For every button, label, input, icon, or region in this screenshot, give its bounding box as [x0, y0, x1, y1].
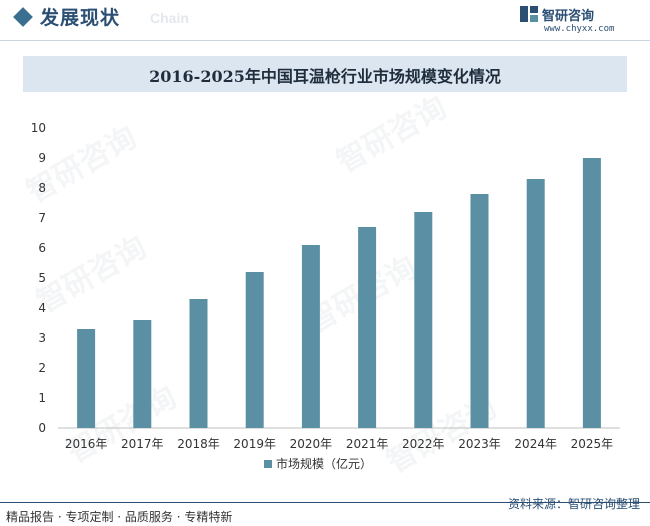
x-tick-label: 2025年 — [571, 437, 614, 451]
legend-label: 市场规模（亿元） — [276, 456, 372, 471]
bar — [77, 329, 96, 428]
x-tick-label: 2019年 — [233, 437, 276, 451]
bar — [470, 194, 489, 428]
x-tick-label: 2017年 — [121, 437, 164, 451]
x-tick-label: 2018年 — [177, 437, 220, 451]
brand-name: 智研咨询 — [542, 9, 595, 24]
section-title: 发展现状 — [40, 7, 121, 29]
y-tick-label: 8 — [38, 181, 46, 195]
y-tick-label: 4 — [38, 301, 46, 315]
bar — [245, 272, 264, 428]
y-tick-label: 5 — [38, 271, 46, 285]
y-tick-label: 0 — [38, 421, 46, 435]
x-tick-label: 2022年 — [402, 437, 445, 451]
chart-title: 2016-2025年中国耳温枪行业市场规模变化情况 — [149, 67, 501, 86]
footer-divider — [0, 502, 650, 503]
y-tick-label: 10 — [31, 121, 46, 135]
x-tick-label: 2016年 — [65, 437, 108, 451]
legend-swatch — [264, 460, 272, 468]
chart-title-band: 2016-2025年中国耳温枪行业市场规模变化情况 — [23, 56, 627, 92]
footer-tagline: 精品报告 · 专项定制 · 品质服务 · 专精特新 — [6, 510, 233, 524]
y-tick-label: 1 — [38, 391, 46, 405]
header-divider — [0, 40, 650, 41]
y-tick-label: 6 — [38, 241, 46, 255]
x-tick-label: 2021年 — [346, 437, 389, 451]
header-bar: 发展现状 Chain 智研咨询 www.chyxx.com — [0, 0, 650, 40]
brand-url: www.chyxx.com — [544, 24, 615, 34]
y-tick-label: 7 — [38, 211, 46, 225]
x-tick-label: 2020年 — [290, 437, 333, 451]
source-note: 资料来源：智研咨询整理 — [507, 497, 640, 511]
brand-logo-icon — [520, 6, 538, 22]
section-subtitle: Chain — [150, 10, 189, 26]
x-tick-label: 2023年 — [458, 437, 501, 451]
bar — [189, 299, 208, 428]
y-tick-label: 9 — [38, 151, 46, 165]
x-tick-label: 2024年 — [514, 437, 557, 451]
bar — [358, 227, 377, 428]
y-tick-label: 3 — [38, 331, 46, 345]
bar — [133, 320, 152, 428]
brand: 智研咨询 www.chyxx.com — [520, 4, 640, 36]
bar — [414, 212, 433, 428]
bar — [301, 245, 320, 428]
bar — [582, 158, 601, 428]
y-tick-label: 2 — [38, 361, 46, 375]
bar — [526, 179, 545, 428]
